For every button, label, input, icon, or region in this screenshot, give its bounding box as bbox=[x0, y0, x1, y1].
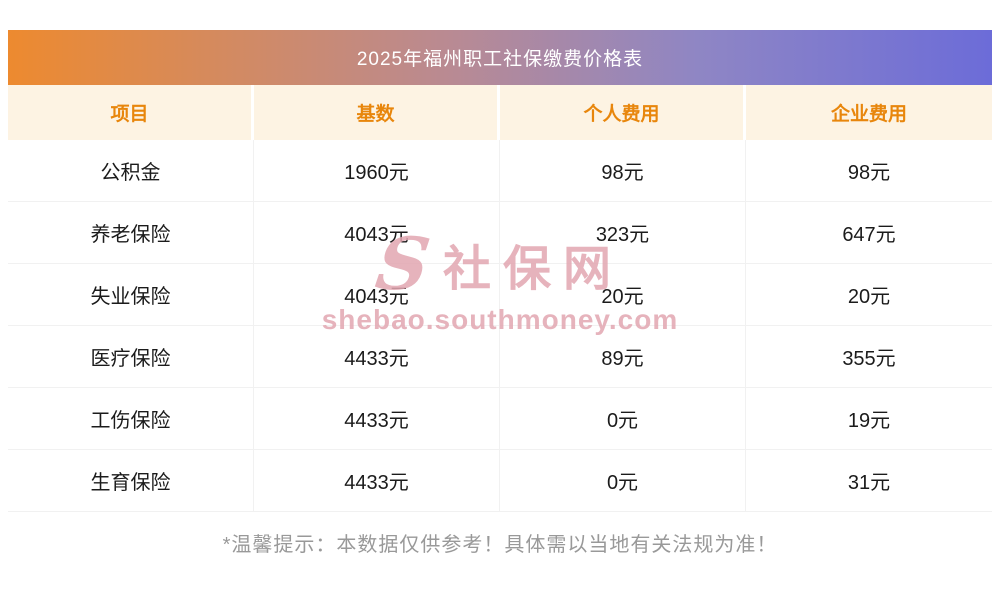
page-title: 2025年福州职工社保缴费价格表 bbox=[356, 49, 644, 70]
cell-personal: 0元 bbox=[500, 388, 746, 449]
cell-company: 31元 bbox=[847, 472, 891, 494]
cell-item: 医疗保险 bbox=[8, 326, 254, 387]
column-header-company: 企业费用 bbox=[746, 85, 992, 140]
cell-personal: 0元 bbox=[500, 450, 746, 511]
cell-item: 工伤保险 bbox=[8, 388, 254, 449]
cell-personal: 323元 bbox=[500, 202, 746, 263]
price-table-panel: 2025年福州职工社保缴费价格表 项目 基数 个人费用 企业费用 公积金 196… bbox=[8, 30, 992, 557]
table-row: 失业保险 4043元 20元 20元 bbox=[8, 264, 992, 326]
column-header-item: 项目 bbox=[8, 85, 254, 140]
table-row: 公积金 1960元 98元 98元 bbox=[8, 140, 992, 202]
cell-base: 1960元 bbox=[254, 140, 500, 201]
table-row: 养老保险 4043元 323元 647元 bbox=[8, 202, 992, 264]
cell-company: 647元 bbox=[842, 224, 896, 246]
cell-personal: 20元 bbox=[500, 264, 746, 325]
cell-base: 4433元 bbox=[254, 326, 500, 387]
cell-base: 4043元 bbox=[254, 202, 500, 263]
cell-company: 355元 bbox=[842, 348, 896, 370]
cell-item: 生育保险 bbox=[8, 450, 254, 511]
cell-personal: 89元 bbox=[500, 326, 746, 387]
cell-item: 养老保险 bbox=[8, 202, 254, 263]
cell-company: 98元 bbox=[847, 162, 891, 184]
column-header-base: 基数 bbox=[254, 85, 500, 140]
cell-item: 失业保险 bbox=[8, 264, 254, 325]
cell-base: 4043元 bbox=[254, 264, 500, 325]
table-title-bar: 2025年福州职工社保缴费价格表 bbox=[8, 30, 992, 85]
cell-base: 4433元 bbox=[254, 388, 500, 449]
table-row: 工伤保险 4433元 0元 19元 bbox=[8, 388, 992, 450]
table-header-row: 项目 基数 个人费用 企业费用 bbox=[8, 85, 992, 140]
column-header-personal: 个人费用 bbox=[500, 85, 746, 140]
cell-base: 4433元 bbox=[254, 450, 500, 511]
table-row: 生育保险 4433元 0元 31元 bbox=[8, 450, 992, 512]
table-row: 医疗保险 4433元 89元 355元 bbox=[8, 326, 992, 388]
cell-personal: 98元 bbox=[500, 140, 746, 201]
cell-company: 19元 bbox=[847, 410, 891, 432]
cell-company: 20元 bbox=[847, 286, 891, 308]
cell-item: 公积金 bbox=[8, 140, 254, 201]
disclaimer-note: *温馨提示：本数据仅供参考！具体需以当地有关法规为准！ bbox=[222, 534, 778, 556]
